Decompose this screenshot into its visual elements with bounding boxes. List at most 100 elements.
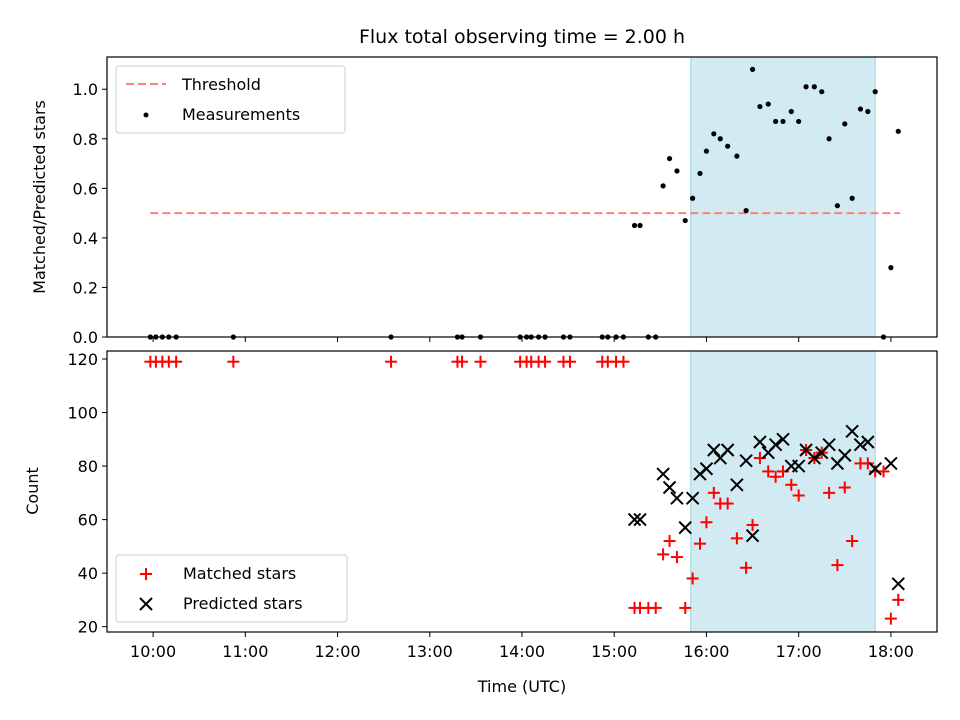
x-tick-label: 14:00 (499, 642, 545, 661)
measurement-point (872, 89, 878, 95)
predicted-star-marker-b (662, 480, 677, 495)
predicted-star-marker (838, 448, 852, 463)
predicted-star-marker-b (670, 491, 684, 505)
bottom-y-tick-label: 120 (67, 350, 98, 369)
predicted-star-marker (662, 480, 677, 495)
matched-star-marker (474, 355, 487, 368)
predicted-star-marker (685, 491, 700, 505)
measurement-point (865, 108, 871, 115)
matched-star-marker (663, 535, 676, 548)
matched-star-marker (700, 516, 713, 529)
predicted-star-marker (633, 512, 647, 527)
matched-star-marker (792, 489, 805, 502)
matched-star-marker (730, 532, 743, 545)
predicted-star-marker (884, 456, 898, 471)
predicted-star-marker-b (868, 462, 882, 476)
matched-star-marker (563, 355, 576, 368)
x-tick-label: 15:00 (591, 642, 637, 661)
matched-star-marker (227, 355, 240, 368)
measurement-point (842, 121, 848, 127)
matched-star-marker (823, 486, 836, 499)
legend-threshold-label: Threshold (181, 75, 261, 94)
measurement-point (660, 183, 666, 189)
top-y-tick-label: 0.2 (73, 278, 98, 297)
measurement-point (757, 103, 763, 110)
measurement-point (811, 84, 817, 90)
top-y-ticks: 0.0 0.2 0.4 0.6 0.8 1.0 (73, 80, 107, 347)
predicted-star-marker-b (891, 577, 905, 591)
matched-star-marker (846, 535, 859, 548)
matched-star-marker (693, 537, 706, 550)
matched-star-marker (892, 593, 905, 606)
predicted-star-marker-b (633, 512, 647, 527)
measurement-point (682, 217, 688, 224)
legend-measurements-swatch (143, 112, 149, 118)
legend-predicted-swatch (139, 597, 153, 611)
matched-star-marker (649, 601, 662, 614)
matched-star-marker (769, 470, 782, 483)
x-axis-label: Time (UTC) (477, 677, 566, 696)
measurement-point (631, 222, 638, 229)
measurement-point (674, 168, 680, 174)
matched-star-marker (740, 561, 753, 574)
predicted-star-marker-b (678, 520, 692, 535)
predicted-star-marker (739, 454, 753, 468)
measurement-point (637, 222, 643, 229)
measurement-point (773, 118, 779, 125)
matched-star-marker (657, 548, 670, 561)
measurement-point (780, 118, 786, 125)
measurement-point (765, 101, 771, 107)
predicted-star-marker-b (845, 424, 859, 438)
measurement-point (711, 131, 717, 137)
predicted-star-marker-b (685, 491, 700, 505)
matched-star-marker (861, 457, 874, 470)
top-observation-window (690, 56, 876, 338)
chart-title: Flux total observing time = 2.00 h (359, 26, 685, 48)
predicted-star-marker (868, 462, 882, 476)
legend-measurements-label: Measurements (182, 105, 300, 124)
matched-star-marker (170, 355, 183, 368)
top-y-axis-label: Matched/Predicted stars (30, 100, 49, 294)
matched-star-marker (539, 355, 552, 368)
measurement-point (803, 84, 809, 90)
top-legend-box (115, 65, 346, 134)
predicted-star-marker-b (656, 467, 670, 481)
predicted-star-marker (768, 437, 783, 452)
top-x-ticks (152, 337, 892, 342)
predicted-star-marker (678, 520, 692, 535)
predicted-star-marker (853, 437, 868, 452)
predicted-star-marker (627, 512, 642, 527)
measurement-point (725, 143, 731, 149)
predicted-star-marker (670, 491, 684, 505)
legend-matched-swatch (140, 568, 152, 580)
measurement-point (666, 155, 673, 162)
predicted-star-marker-b (730, 478, 744, 492)
measurement-point (819, 89, 825, 95)
predicted-star-marker-b (745, 528, 760, 543)
predicted-star-marker-b (753, 435, 767, 449)
matched-star-marker (721, 497, 734, 510)
matched-star-marker (762, 465, 775, 478)
predicted-star-marker-b (739, 454, 753, 468)
bottom-series-layer (144, 355, 905, 625)
predicted-star-marker (822, 437, 836, 452)
bottom-y-tick-label: 60 (78, 511, 98, 530)
x-tick-label: 12:00 (315, 642, 361, 661)
predicted-star-marker-b (807, 451, 822, 465)
top-y-tick-label: 0.4 (73, 229, 98, 248)
bottom-y-ticks: 20 40 60 80 100 120 (67, 350, 107, 637)
x-tick-label: 18:00 (868, 642, 914, 661)
predicted-star-marker (699, 462, 714, 476)
predicted-star-marker-b (627, 512, 642, 527)
measurement-point (826, 136, 832, 142)
bottom-x-ticks: 10:00 11:00 12:00 13:00 14:00 15:00 16:00 17:00… (130, 632, 914, 661)
top-y-tick-label: 1.0 (73, 80, 98, 99)
matched-star-marker (838, 481, 851, 494)
measurement-point (703, 148, 710, 154)
x-tick-label: 11:00 (222, 642, 268, 661)
predicted-star-marker-b (720, 443, 735, 457)
matched-star-marker (670, 551, 683, 564)
bottom-legend: Matched stars Predicted stars (115, 554, 348, 623)
predicted-star-marker (745, 528, 760, 543)
